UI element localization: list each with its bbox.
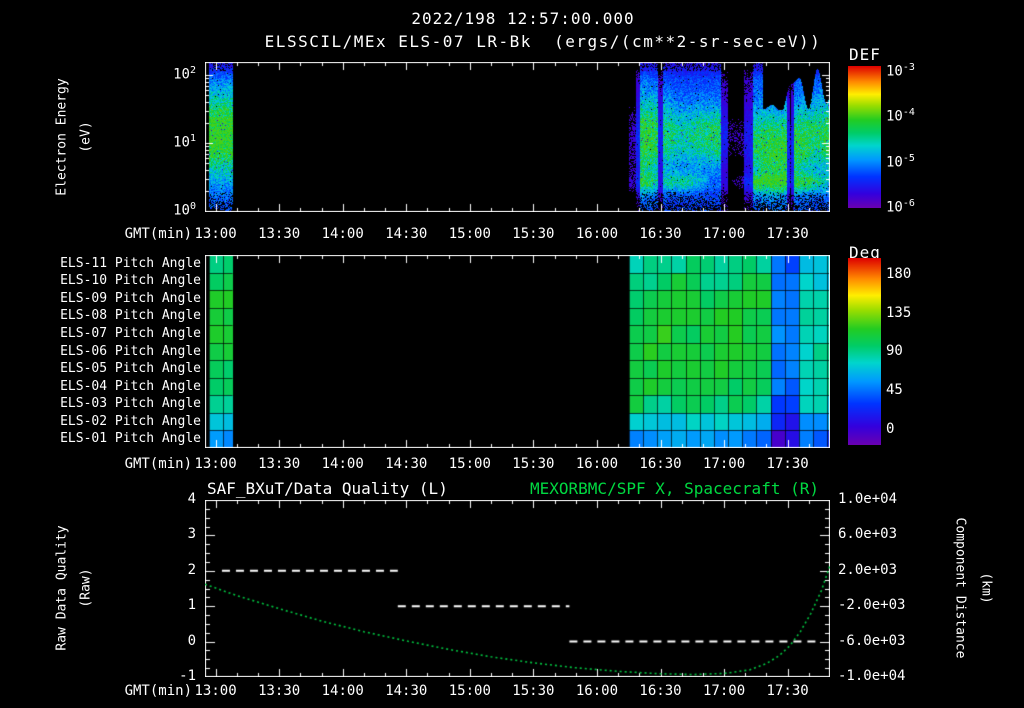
deg-tick-label: 45 <box>886 382 903 399</box>
electron-energy-spectrogram <box>205 62 830 212</box>
time-tick-label: 17:30 <box>766 683 809 699</box>
top-y-axis-units: (eV) <box>78 121 94 153</box>
deg-colorbar <box>848 258 881 445</box>
quality-tick-label: 0 <box>187 632 196 649</box>
distance-tick-label: -6.0e+03 <box>838 632 906 649</box>
def-tick-label: 10-3 <box>886 62 915 80</box>
time-tick-label: 14:30 <box>385 683 428 699</box>
quality-tick-label: 1 <box>187 597 196 614</box>
time-tick-label: 13:30 <box>258 683 301 699</box>
bottom-right-axis-units: (km) <box>978 572 994 604</box>
time-tick-label: 15:00 <box>448 456 491 472</box>
time-tick-label: 17:30 <box>766 226 809 242</box>
bottom-left-axis-title: Raw Data Quality <box>54 525 70 651</box>
row-label-els-04: ELS-04 Pitch Angle <box>60 378 201 394</box>
time-tick-label: 13:00 <box>194 683 237 699</box>
plot-datetime: 2022/198 12:57:00.000 <box>411 9 635 28</box>
quality-tick-label: 2 <box>187 561 196 578</box>
row-label-els-02: ELS-02 Pitch Angle <box>60 413 201 429</box>
row-label-els-03: ELS-03 Pitch Angle <box>60 396 201 412</box>
gmt-axis-label: GMT(min) <box>124 456 192 472</box>
time-tick-label: 15:00 <box>448 683 491 699</box>
def-colorbar <box>848 66 881 208</box>
time-tick-label: 13:30 <box>258 456 301 472</box>
time-tick-label: 15:30 <box>512 226 555 242</box>
plot-title: ELSSCIL/MEx ELS-07 LR-Bk (ergs/(cm**2-sr… <box>264 32 822 51</box>
row-label-els-10: ELS-10 Pitch Angle <box>60 273 201 289</box>
spacecraft-title: MEXORBMC/SPF X, Spacecraft (R) <box>530 479 819 498</box>
def-colorbar-title: DEF <box>849 45 881 64</box>
time-tick-label: 17:00 <box>702 456 746 472</box>
time-tick-label: 15:30 <box>512 683 555 699</box>
time-tick-label: 16:00 <box>575 683 619 699</box>
gmt-axis-label: GMT(min) <box>124 683 192 699</box>
def-tick-label: 10-6 <box>886 197 915 216</box>
quality-tick-label: 4 <box>187 491 196 507</box>
time-tick-label: 17:30 <box>766 456 809 472</box>
def-tick-label: 10-5 <box>886 152 915 171</box>
time-tick-label: 17:00 <box>702 226 746 242</box>
top-y-axis-title: Electron Energy <box>54 78 70 196</box>
time-tick-label: 16:00 <box>575 226 619 242</box>
data-quality-spacecraft-chart <box>205 500 830 677</box>
row-label-els-05: ELS-05 Pitch Angle <box>60 361 201 377</box>
quality-tick-label: 3 <box>187 526 196 543</box>
deg-colorbar-title: Deg <box>849 243 881 262</box>
time-tick-label: 14:30 <box>385 456 428 472</box>
time-tick-label: 16:30 <box>639 226 682 242</box>
time-tick-label: 13:30 <box>258 226 301 242</box>
distance-tick-label: -2.0e+03 <box>838 597 906 614</box>
bottom-left-axis-units: (Raw) <box>78 568 94 608</box>
row-label-els-06: ELS-06 Pitch Angle <box>60 343 201 359</box>
time-tick-label: 13:00 <box>194 226 237 242</box>
gmt-axis-label: GMT(min) <box>124 226 192 242</box>
distance-tick-label: 1.0e+04 <box>838 491 898 507</box>
distance-tick-label: 6.0e+03 <box>838 526 898 543</box>
bottom-right-axis-title: Component Distance <box>952 517 968 659</box>
time-tick-label: 15:00 <box>448 226 491 242</box>
time-tick-label: 15:30 <box>512 456 555 472</box>
quality-tick-label: -1 <box>179 668 196 684</box>
time-tick-label: 13:00 <box>194 456 237 472</box>
time-tick-label: 14:00 <box>321 456 364 472</box>
deg-tick-label: 135 <box>886 304 912 321</box>
time-tick-label: 16:30 <box>639 683 682 699</box>
distance-tick-label: -1.0e+04 <box>838 668 906 684</box>
time-tick-label: 16:30 <box>639 456 682 472</box>
deg-tick-label: 180 <box>886 266 912 282</box>
deg-tick-label: 0 <box>886 420 895 437</box>
row-label-els-07: ELS-07 Pitch Angle <box>60 325 201 341</box>
row-label-els-01: ELS-01 Pitch Angle <box>60 431 201 447</box>
time-tick-label: 17:00 <box>702 683 746 699</box>
row-label-els-08: ELS-08 Pitch Angle <box>60 308 201 324</box>
energy-tick-label: 101 <box>173 133 196 151</box>
time-tick-label: 14:30 <box>385 226 428 242</box>
energy-tick-label: 102 <box>173 65 196 83</box>
bottom-left-title: SAF_BXuT/Data Quality (L) <box>207 479 448 498</box>
time-tick-label: 14:00 <box>321 683 364 699</box>
def-tick-label: 10-4 <box>886 107 915 125</box>
row-label-els-09: ELS-09 Pitch Angle <box>60 290 201 306</box>
time-tick-label: 16:00 <box>575 456 619 472</box>
energy-tick-label: 100 <box>173 201 196 219</box>
row-label-els-11: ELS-11 Pitch Angle <box>60 255 201 271</box>
distance-tick-label: 2.0e+03 <box>838 561 898 578</box>
deg-tick-label: 90 <box>886 343 903 360</box>
time-tick-label: 14:00 <box>321 226 364 242</box>
pitch-angle-spectrogram <box>205 255 830 448</box>
